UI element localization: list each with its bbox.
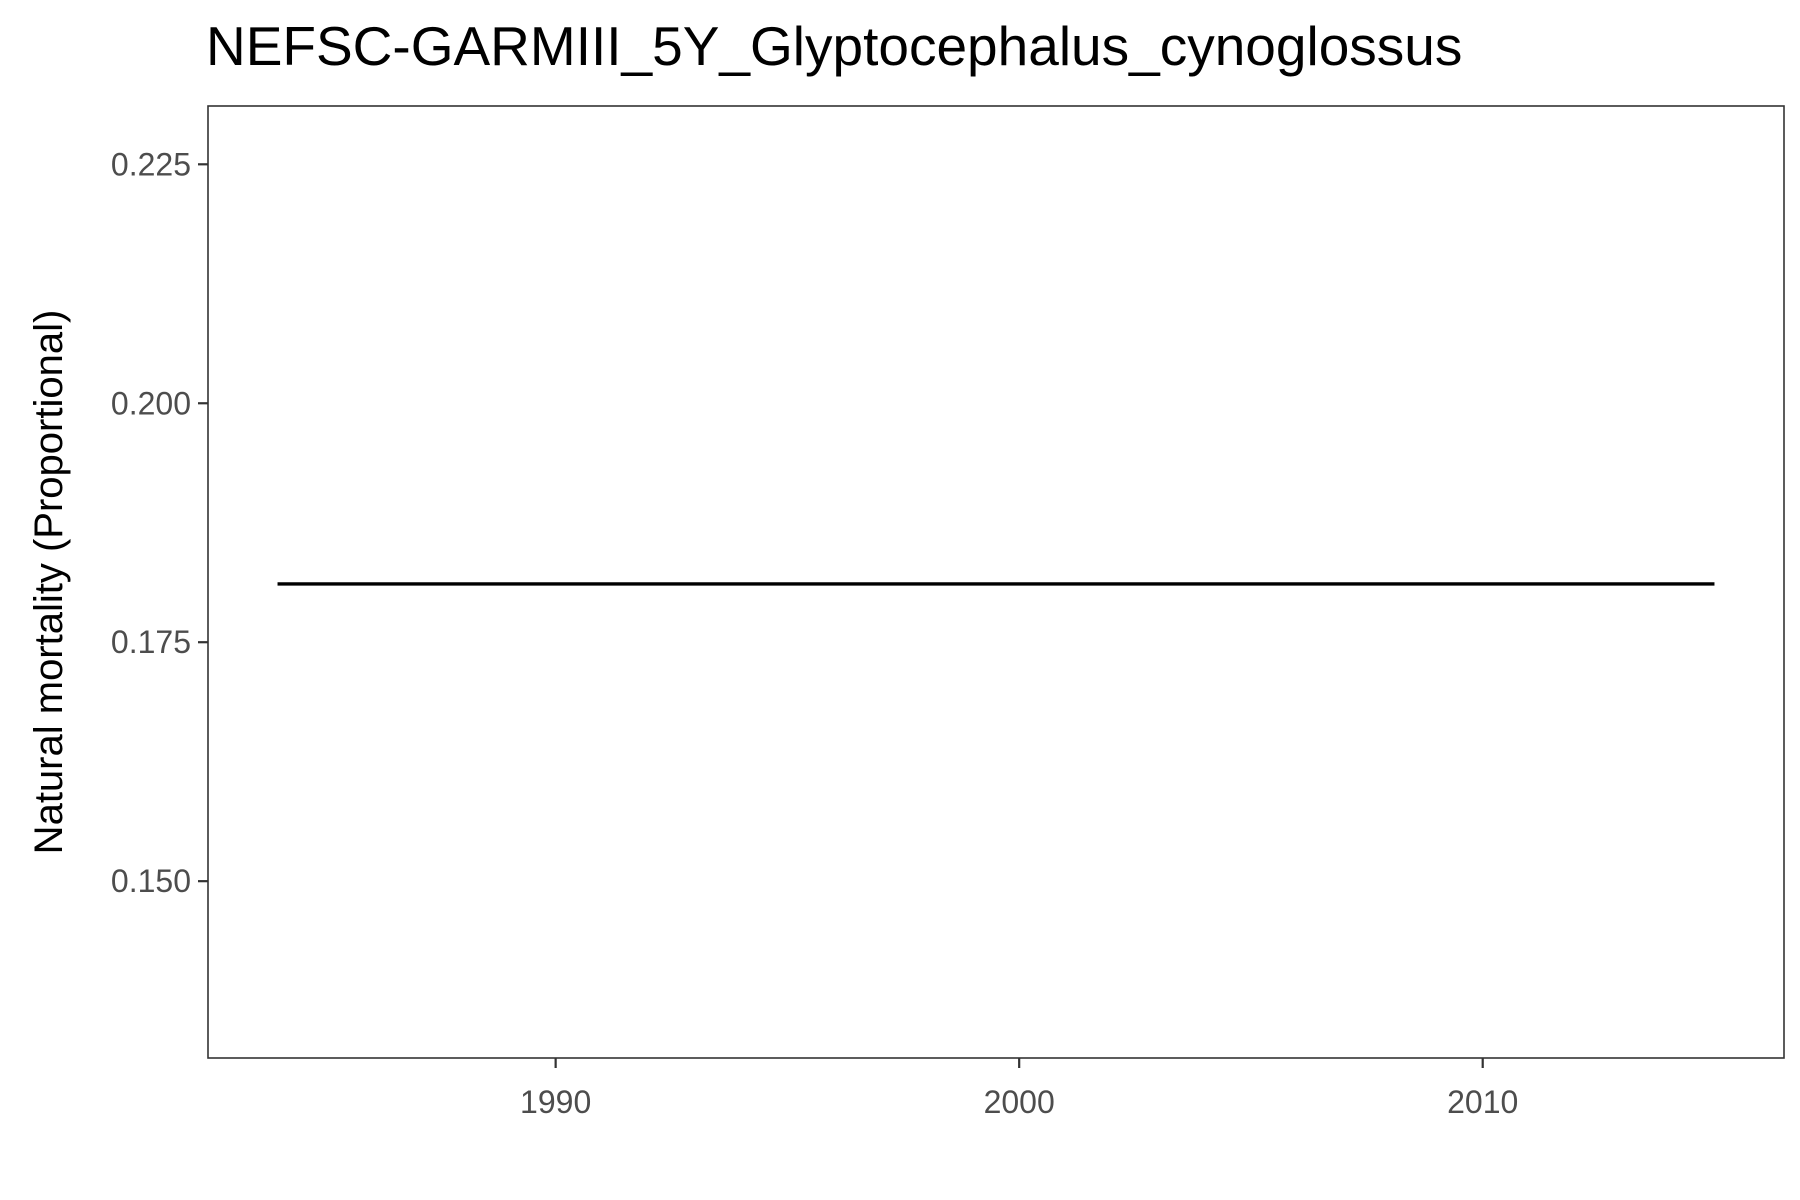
x-tick-label: 2010 — [1447, 1084, 1518, 1120]
x-axis: 1990 2000 2010 — [520, 1058, 1518, 1120]
y-tick-label: 0.200 — [111, 385, 191, 421]
y-axis: 0.150 0.175 0.200 0.225 — [111, 146, 208, 899]
y-axis-title: Natural mortality (Proportional) — [27, 310, 71, 855]
chart-title: NEFSC-GARMIII_5Y_Glyptocephalus_cynoglos… — [206, 15, 1463, 77]
y-tick-label: 0.150 — [111, 863, 191, 899]
y-tick-label: 0.175 — [111, 624, 191, 660]
plot-panel — [207, 105, 1785, 1059]
x-tick-label: 2000 — [984, 1084, 1055, 1120]
x-tick-label: 1990 — [520, 1084, 591, 1120]
y-tick-label: 0.225 — [111, 146, 191, 182]
